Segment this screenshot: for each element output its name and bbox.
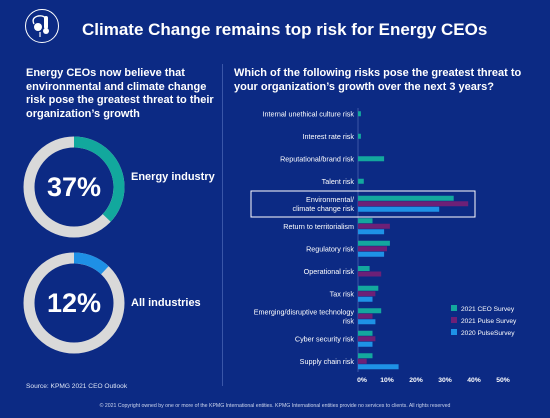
bar-2020-pulsesurvey: [358, 296, 373, 302]
bar-2020-pulsesurvey: [358, 364, 399, 370]
page-title: Climate Change remains top risk for Ener…: [82, 20, 488, 39]
legend-label: 2021 Pulse Survey: [461, 318, 517, 325]
panel-divider: [222, 64, 223, 386]
bar-2020-pulsesurvey: [358, 341, 373, 347]
category-label: Regulatory risk: [306, 245, 354, 254]
bar-2021-ceo-survey: [358, 308, 382, 314]
category-label: Environmental/: [306, 195, 354, 204]
donut-energy-label: Energy industry: [131, 171, 215, 183]
bar-2021-pulse-survey: [358, 291, 376, 297]
x-tick-label: 40%: [467, 377, 481, 384]
x-tick-label: 10%: [380, 377, 394, 384]
category-label: Internal unethical culture risk: [263, 110, 355, 119]
source-note: Source: KPMG 2021 CEO Outlook: [26, 383, 128, 390]
bar-2021-ceo-survey: [358, 285, 379, 291]
donut-energy-industry: [23, 136, 125, 238]
bar-2021-ceo-survey: [358, 330, 373, 336]
category-label: Talent risk: [322, 177, 355, 186]
bar-2021-pulse-survey: [358, 336, 376, 342]
legend-swatch: [451, 329, 457, 335]
legend-swatch: [451, 317, 457, 323]
category-label: Return to territorialism: [283, 222, 354, 231]
category-label: Tax risk: [330, 290, 355, 299]
x-tick-label: 20%: [409, 377, 423, 384]
left-panel-heading: Energy CEOs now believe that environment…: [26, 67, 214, 120]
bar-2020-pulsesurvey: [358, 229, 385, 235]
category-label: Reputational/brand risk: [280, 155, 354, 164]
bar-2021-pulse-survey: [358, 246, 387, 252]
bar-2021-ceo-survey: [358, 133, 361, 139]
legend-swatch: [451, 305, 457, 311]
bar-2020-pulsesurvey: [358, 319, 376, 325]
bar-2021-pulse-survey: [358, 201, 469, 207]
category-label: Emerging/disruptive technology: [254, 308, 355, 317]
bar-2020-pulsesurvey: [358, 206, 440, 212]
bar-2021-pulse-survey: [358, 358, 367, 364]
category-label: climate change risk: [292, 204, 354, 213]
bar-2021-ceo-survey: [358, 266, 370, 271]
bar-2021-pulse-survey: [358, 223, 390, 229]
category-label: risk: [343, 317, 355, 326]
donut-all-industries: [23, 252, 125, 354]
donut-all-percent: 12%: [46, 288, 102, 318]
bar-2021-ceo-survey: [358, 353, 373, 359]
bar-2021-pulse-survey: [358, 271, 382, 277]
legend-label: 2021 CEO Survey: [461, 306, 515, 313]
category-label: Supply chain risk: [300, 357, 355, 366]
category-label: Interest rate risk: [302, 132, 354, 141]
bar-2020-pulsesurvey: [358, 251, 385, 257]
category-label: Operational risk: [304, 267, 355, 276]
category-label: Cyber security risk: [295, 335, 355, 344]
bar-2021-ceo-survey: [358, 111, 361, 117]
bar-2021-ceo-survey: [358, 218, 373, 224]
donut-energy-percent: 37%: [46, 172, 102, 202]
highlight-box: [250, 190, 476, 218]
bar-2021-ceo-survey: [358, 178, 364, 184]
chart-question-heading: Which of the following risks pose the gr…: [234, 67, 522, 93]
legend-label: 2020 PulseSurvey: [461, 330, 515, 337]
x-tick-label: 0%: [357, 377, 367, 384]
thermometer-globe-icon: [25, 9, 59, 43]
bar-2021-pulse-survey: [358, 313, 373, 319]
bar-2021-ceo-survey: [358, 240, 390, 246]
x-tick-label: 50%: [496, 377, 510, 384]
bar-2021-ceo-survey: [358, 156, 385, 162]
donut-all-label: All industries: [131, 297, 201, 309]
bar-2021-ceo-survey: [358, 195, 454, 201]
copyright-footer: © 2021 Copyright owned by one or more of…: [99, 403, 451, 409]
x-tick-label: 30%: [438, 377, 452, 384]
